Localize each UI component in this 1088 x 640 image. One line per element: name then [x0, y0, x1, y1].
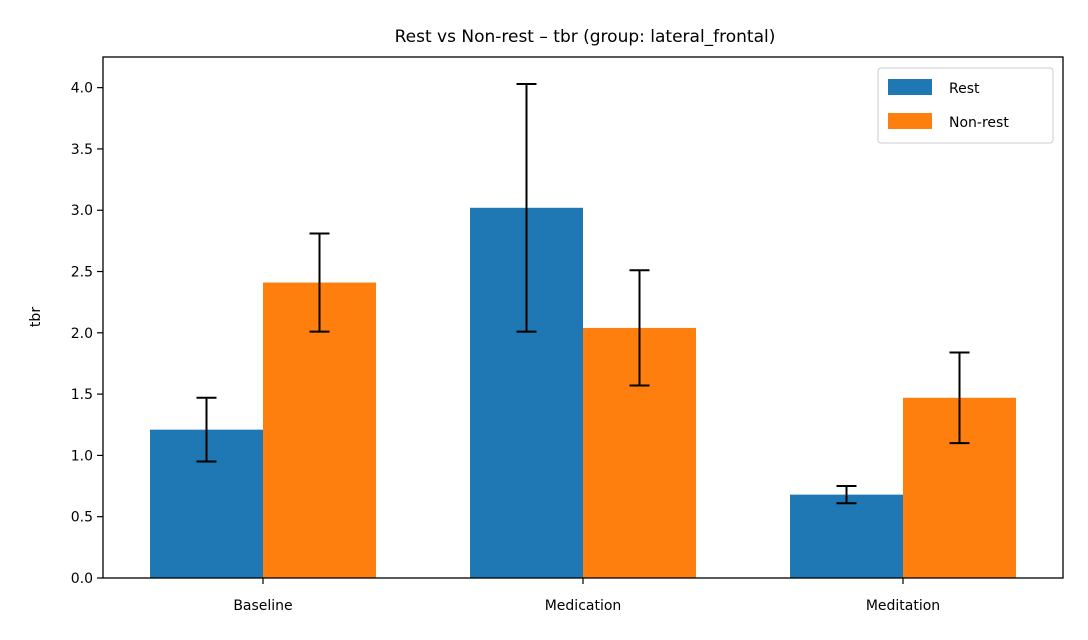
error-bar-rest-meditation — [836, 485, 857, 505]
y-tick-label: 1.0 — [71, 448, 93, 464]
error-bar-non-rest-medication — [629, 269, 650, 387]
error-bar-non-rest-meditation — [949, 351, 970, 445]
legend: Rest Non-rest — [877, 67, 1054, 144]
y-tick-label: 3.5 — [71, 142, 93, 158]
x-tick-label: Medication — [545, 598, 622, 614]
plot-area: 0.0 0.5 1.0 1.5 2.0 2.5 3.0 3.5 4.0 Baseline Medic… — [71, 56, 1064, 614]
y-tick-label: 0.5 — [71, 510, 93, 526]
chart-title: Rest vs Non-rest – tbr (group: lateral_f… — [395, 27, 776, 47]
y-tick-label: 4.0 — [71, 81, 93, 97]
y-tick-label: 2.5 — [71, 265, 93, 281]
bar-rest-meditation — [790, 494, 903, 578]
y-tick-label: 2.0 — [71, 326, 93, 342]
legend-label-non-rest: Non-rest — [949, 115, 1009, 131]
error-bar-non-rest-baseline — [309, 232, 330, 333]
y-tick-label: 0.0 — [71, 571, 93, 587]
error-bar-rest-baseline — [196, 396, 217, 463]
legend-swatch-rest — [888, 79, 932, 95]
error-bar-rest-medication — [516, 82, 537, 333]
y-axis-label: tbr — [28, 307, 44, 327]
legend-label-rest: Rest — [949, 81, 980, 97]
x-tick-label: Baseline — [233, 598, 292, 614]
legend-swatch-non-rest — [888, 113, 932, 129]
x-tick-label: Meditation — [866, 598, 940, 614]
y-tick-label: 3.0 — [71, 203, 93, 219]
y-tick-label: 1.5 — [71, 387, 93, 403]
